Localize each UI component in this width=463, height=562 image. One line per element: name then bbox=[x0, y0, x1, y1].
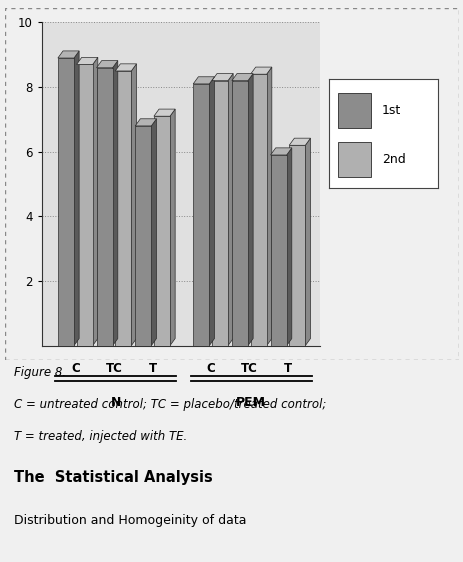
Text: C: C bbox=[206, 362, 214, 375]
Polygon shape bbox=[93, 57, 98, 346]
Bar bbox=[232, 81, 247, 346]
Bar bbox=[212, 81, 227, 346]
Polygon shape bbox=[131, 64, 136, 346]
Text: The  Statistical Analysis: The Statistical Analysis bbox=[14, 470, 212, 485]
Bar bbox=[338, 142, 370, 178]
Polygon shape bbox=[113, 61, 118, 346]
Polygon shape bbox=[74, 51, 79, 346]
Polygon shape bbox=[151, 119, 156, 346]
Polygon shape bbox=[76, 57, 98, 65]
Bar bbox=[250, 74, 266, 346]
Bar bbox=[288, 146, 305, 346]
Text: Distribution and Homogeinity of data: Distribution and Homogeinity of data bbox=[14, 514, 246, 527]
Text: Figure 8.: Figure 8. bbox=[14, 366, 66, 379]
Polygon shape bbox=[96, 61, 118, 68]
Polygon shape bbox=[212, 74, 232, 81]
Text: 1st: 1st bbox=[381, 104, 400, 117]
Text: T: T bbox=[283, 362, 291, 375]
Bar bbox=[115, 71, 131, 346]
Polygon shape bbox=[250, 67, 271, 74]
Polygon shape bbox=[227, 74, 232, 346]
Polygon shape bbox=[58, 51, 79, 58]
Polygon shape bbox=[135, 119, 156, 126]
Text: C: C bbox=[71, 362, 80, 375]
Text: 2nd: 2nd bbox=[381, 153, 405, 166]
Polygon shape bbox=[154, 109, 175, 116]
Bar bbox=[96, 68, 113, 346]
Polygon shape bbox=[288, 138, 310, 146]
Polygon shape bbox=[193, 77, 214, 84]
Bar bbox=[135, 126, 151, 346]
Text: C = untreated control; TC = placebo/treated control;: C = untreated control; TC = placebo/trea… bbox=[14, 398, 325, 411]
Bar bbox=[154, 116, 169, 346]
Polygon shape bbox=[305, 138, 310, 346]
Polygon shape bbox=[115, 64, 136, 71]
Polygon shape bbox=[169, 109, 175, 346]
Polygon shape bbox=[247, 74, 253, 346]
Polygon shape bbox=[286, 148, 291, 346]
Polygon shape bbox=[266, 67, 271, 346]
Text: N: N bbox=[111, 396, 121, 409]
Text: PEM: PEM bbox=[236, 396, 266, 409]
Polygon shape bbox=[209, 77, 214, 346]
Polygon shape bbox=[270, 148, 291, 155]
Text: T = treated, injected with TE.: T = treated, injected with TE. bbox=[14, 430, 187, 443]
Bar bbox=[270, 155, 286, 346]
Text: T: T bbox=[148, 362, 156, 375]
Bar bbox=[338, 93, 370, 128]
Text: TC: TC bbox=[240, 362, 257, 375]
Polygon shape bbox=[232, 74, 253, 81]
Text: TC: TC bbox=[105, 362, 122, 375]
Bar bbox=[58, 58, 74, 346]
Bar bbox=[193, 84, 209, 346]
Bar bbox=[76, 65, 93, 346]
